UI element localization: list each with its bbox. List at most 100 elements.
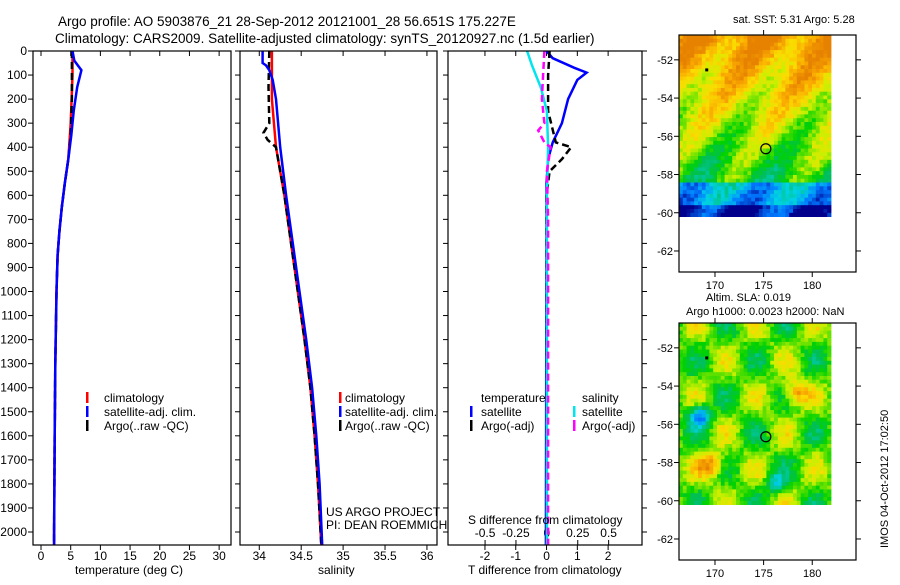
map-cell xyxy=(701,341,706,347)
map-cell xyxy=(755,493,760,498)
map-cell xyxy=(815,69,820,74)
map-cell xyxy=(774,394,779,400)
map-cell xyxy=(713,500,718,505)
map-cell xyxy=(728,413,733,418)
map-cell xyxy=(705,167,710,172)
map-cell xyxy=(690,500,695,505)
map-cell xyxy=(682,53,687,59)
map-cell xyxy=(690,84,695,89)
map-cell xyxy=(724,53,729,59)
map-cell xyxy=(758,387,763,392)
map-cell xyxy=(709,485,714,490)
map-cell xyxy=(804,357,809,362)
map-cell xyxy=(774,447,779,452)
map-cell xyxy=(736,368,741,373)
map-cell xyxy=(812,432,817,437)
map-cell xyxy=(743,493,748,498)
map-cell xyxy=(694,65,699,70)
map-cell xyxy=(770,38,775,43)
map-cell xyxy=(694,470,699,475)
map-cell xyxy=(789,398,794,403)
map-cell xyxy=(812,338,817,343)
map-cell xyxy=(720,455,725,460)
map-cell xyxy=(823,42,828,47)
map-cell xyxy=(713,156,718,161)
map-cell xyxy=(743,391,748,396)
map-cell xyxy=(819,190,824,195)
map-cell xyxy=(679,182,684,187)
map-cell xyxy=(755,345,760,350)
map-cell xyxy=(728,330,733,335)
map-cell xyxy=(812,440,817,445)
map-cell xyxy=(770,459,775,464)
map-cell xyxy=(705,406,710,411)
map-cell xyxy=(717,398,722,403)
map-cell xyxy=(739,133,744,138)
map-cell xyxy=(796,368,801,373)
map-cell xyxy=(698,84,703,89)
map-cell xyxy=(747,478,752,483)
map-cell xyxy=(785,500,790,505)
map-cell xyxy=(770,357,775,362)
map-cell xyxy=(793,129,798,134)
map-cell xyxy=(709,91,714,96)
map-cell xyxy=(736,193,741,199)
map-cell xyxy=(690,406,695,411)
map-cell xyxy=(739,379,744,384)
map-cell xyxy=(815,497,820,502)
map-cell xyxy=(705,57,710,62)
map-cell xyxy=(808,69,813,74)
map-cell xyxy=(770,353,775,358)
map-cell xyxy=(686,57,691,62)
map-cell xyxy=(793,341,798,347)
map-cell xyxy=(800,209,805,214)
map-cell xyxy=(694,372,699,377)
map-cell xyxy=(758,209,763,214)
map-cell xyxy=(755,144,760,149)
map-cell xyxy=(808,470,813,475)
map-cell xyxy=(789,493,794,498)
map-cell xyxy=(713,341,718,347)
map-cell xyxy=(770,148,775,153)
map-cell xyxy=(701,451,706,456)
map-cell xyxy=(732,440,737,445)
map-cell xyxy=(747,353,752,358)
map-cell xyxy=(785,80,790,85)
map-cell xyxy=(720,65,725,70)
map-cell xyxy=(827,497,832,502)
map-cell xyxy=(686,42,691,47)
map-cell xyxy=(720,167,725,172)
map-cell xyxy=(751,122,756,127)
map-cell xyxy=(796,326,801,331)
map-cell xyxy=(701,406,706,411)
map-cell xyxy=(701,167,706,172)
map-cell xyxy=(709,425,714,430)
map-cell xyxy=(694,171,699,176)
map-cell xyxy=(762,88,767,93)
map-cell xyxy=(682,57,687,62)
map-cell xyxy=(770,182,775,187)
map-cell xyxy=(705,140,710,146)
map-cell xyxy=(682,425,687,430)
map-cell xyxy=(789,129,794,134)
map-cell xyxy=(766,474,771,479)
map-cell xyxy=(774,193,779,199)
map-cell xyxy=(732,410,737,415)
map-cell xyxy=(698,425,703,430)
map-cell xyxy=(717,182,722,187)
map-cell xyxy=(793,379,798,384)
map-cell xyxy=(789,114,794,119)
map-cell xyxy=(743,478,748,483)
map-cell xyxy=(796,133,801,138)
legend-swatch-s-satellite xyxy=(573,406,576,417)
map-cell xyxy=(709,76,714,81)
map-cell xyxy=(796,425,801,430)
map-cell xyxy=(751,341,756,347)
map-cell xyxy=(709,478,714,483)
map-cell xyxy=(698,481,703,487)
map-cell xyxy=(823,353,828,358)
map-cell xyxy=(705,88,710,93)
map-cell xyxy=(777,459,782,464)
map-cell xyxy=(728,212,733,217)
map-cell xyxy=(755,402,760,407)
